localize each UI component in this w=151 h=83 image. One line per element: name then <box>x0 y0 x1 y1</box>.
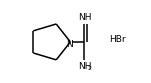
Text: NH: NH <box>78 13 92 22</box>
Text: HBr: HBr <box>109 35 126 44</box>
Text: NH: NH <box>78 62 92 71</box>
Text: 2: 2 <box>88 66 92 71</box>
Text: N: N <box>66 40 73 49</box>
